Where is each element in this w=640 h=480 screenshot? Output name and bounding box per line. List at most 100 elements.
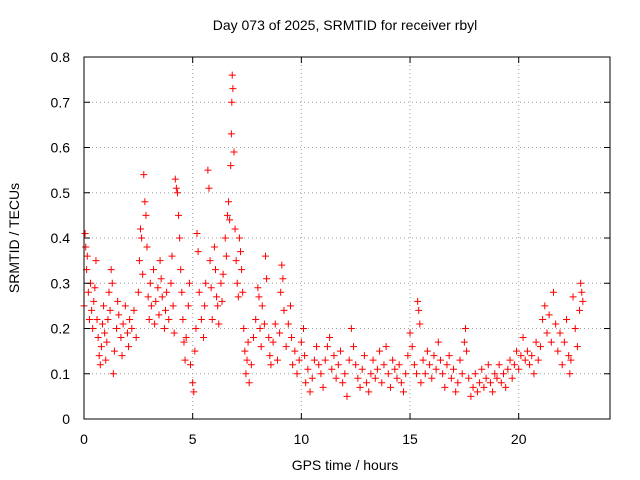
data-point <box>96 361 104 369</box>
data-point <box>242 370 250 378</box>
data-point <box>228 71 236 79</box>
data-point <box>95 352 103 360</box>
data-point <box>556 329 564 337</box>
data-point <box>456 356 464 364</box>
data-point <box>545 311 553 319</box>
data-point <box>128 325 136 332</box>
data-point <box>88 306 96 314</box>
data-point <box>104 315 112 323</box>
data-point <box>515 365 523 373</box>
data-point <box>97 343 105 351</box>
data-point <box>215 320 223 328</box>
data-point <box>202 279 210 287</box>
data-point <box>225 198 233 206</box>
data-point <box>278 261 286 269</box>
data-point <box>471 370 479 378</box>
data-point <box>458 370 466 378</box>
data-point <box>256 325 264 332</box>
data-point <box>208 315 216 323</box>
data-point <box>330 352 338 360</box>
data-point <box>85 315 93 323</box>
data-point <box>506 356 514 364</box>
data-point <box>508 374 516 382</box>
data-point <box>463 347 471 355</box>
data-point <box>146 279 154 287</box>
data-point <box>532 338 540 346</box>
data-point <box>113 325 121 332</box>
data-point <box>404 352 412 360</box>
data-point <box>103 338 111 346</box>
data-point <box>165 315 173 323</box>
data-point <box>255 293 263 301</box>
data-point <box>436 356 444 364</box>
data-point <box>313 343 321 351</box>
data-point <box>521 356 529 364</box>
data-point <box>162 306 170 314</box>
data-point <box>117 334 125 342</box>
data-point <box>378 379 386 387</box>
data-point <box>441 383 449 391</box>
data-point <box>126 315 134 323</box>
data-point <box>450 365 458 373</box>
data-point <box>517 352 525 360</box>
data-point <box>134 288 142 296</box>
data-point <box>189 379 197 387</box>
data-point <box>565 352 573 360</box>
data-point <box>231 225 239 233</box>
data-point <box>454 379 462 387</box>
data-point <box>397 379 405 387</box>
data-point <box>190 388 198 396</box>
data-point <box>181 356 189 364</box>
data-point <box>185 279 193 287</box>
data-point <box>339 379 347 387</box>
data-point <box>291 347 299 355</box>
data-point <box>279 275 287 283</box>
data-point <box>560 338 568 346</box>
data-point <box>263 275 271 283</box>
x-tick-label: 10 <box>294 431 310 447</box>
data-point <box>428 374 436 382</box>
data-point <box>579 297 587 305</box>
data-point <box>141 198 149 206</box>
data-point <box>558 361 566 369</box>
data-point <box>389 356 397 364</box>
data-point <box>100 302 108 310</box>
data-point <box>350 343 358 351</box>
y-tick-label: 0.7 <box>51 94 71 110</box>
data-point <box>101 329 109 337</box>
data-point <box>549 288 557 296</box>
data-point <box>373 365 381 373</box>
data-point <box>169 302 177 310</box>
data-point <box>154 284 162 292</box>
data-point <box>297 338 305 346</box>
data-point <box>123 329 131 337</box>
data-point <box>98 320 106 328</box>
data-point <box>234 293 242 301</box>
data-point <box>280 306 288 314</box>
y-tick-label: 0.1 <box>51 366 71 382</box>
data-point <box>578 288 586 296</box>
data-point <box>139 270 147 278</box>
data-point <box>236 248 244 256</box>
data-point <box>158 293 166 301</box>
y-axis-label: SRMTID / TECUs <box>6 183 22 293</box>
data-point <box>371 374 379 382</box>
data-point <box>114 297 122 305</box>
data-point <box>519 334 527 342</box>
data-point <box>391 365 399 373</box>
data-point <box>530 370 538 378</box>
data-point <box>567 356 575 364</box>
data-point <box>336 347 344 355</box>
data-point <box>105 288 113 296</box>
data-point <box>227 162 235 170</box>
data-point <box>352 361 360 369</box>
data-point <box>308 374 316 382</box>
data-point <box>528 352 536 360</box>
data-point <box>132 334 140 342</box>
data-point <box>121 302 129 310</box>
data-point <box>408 343 416 351</box>
y-tick-label: 0.5 <box>51 185 71 201</box>
x-axis-label: GPS time / hours <box>292 457 399 473</box>
data-point <box>430 352 438 360</box>
data-point <box>499 370 507 378</box>
